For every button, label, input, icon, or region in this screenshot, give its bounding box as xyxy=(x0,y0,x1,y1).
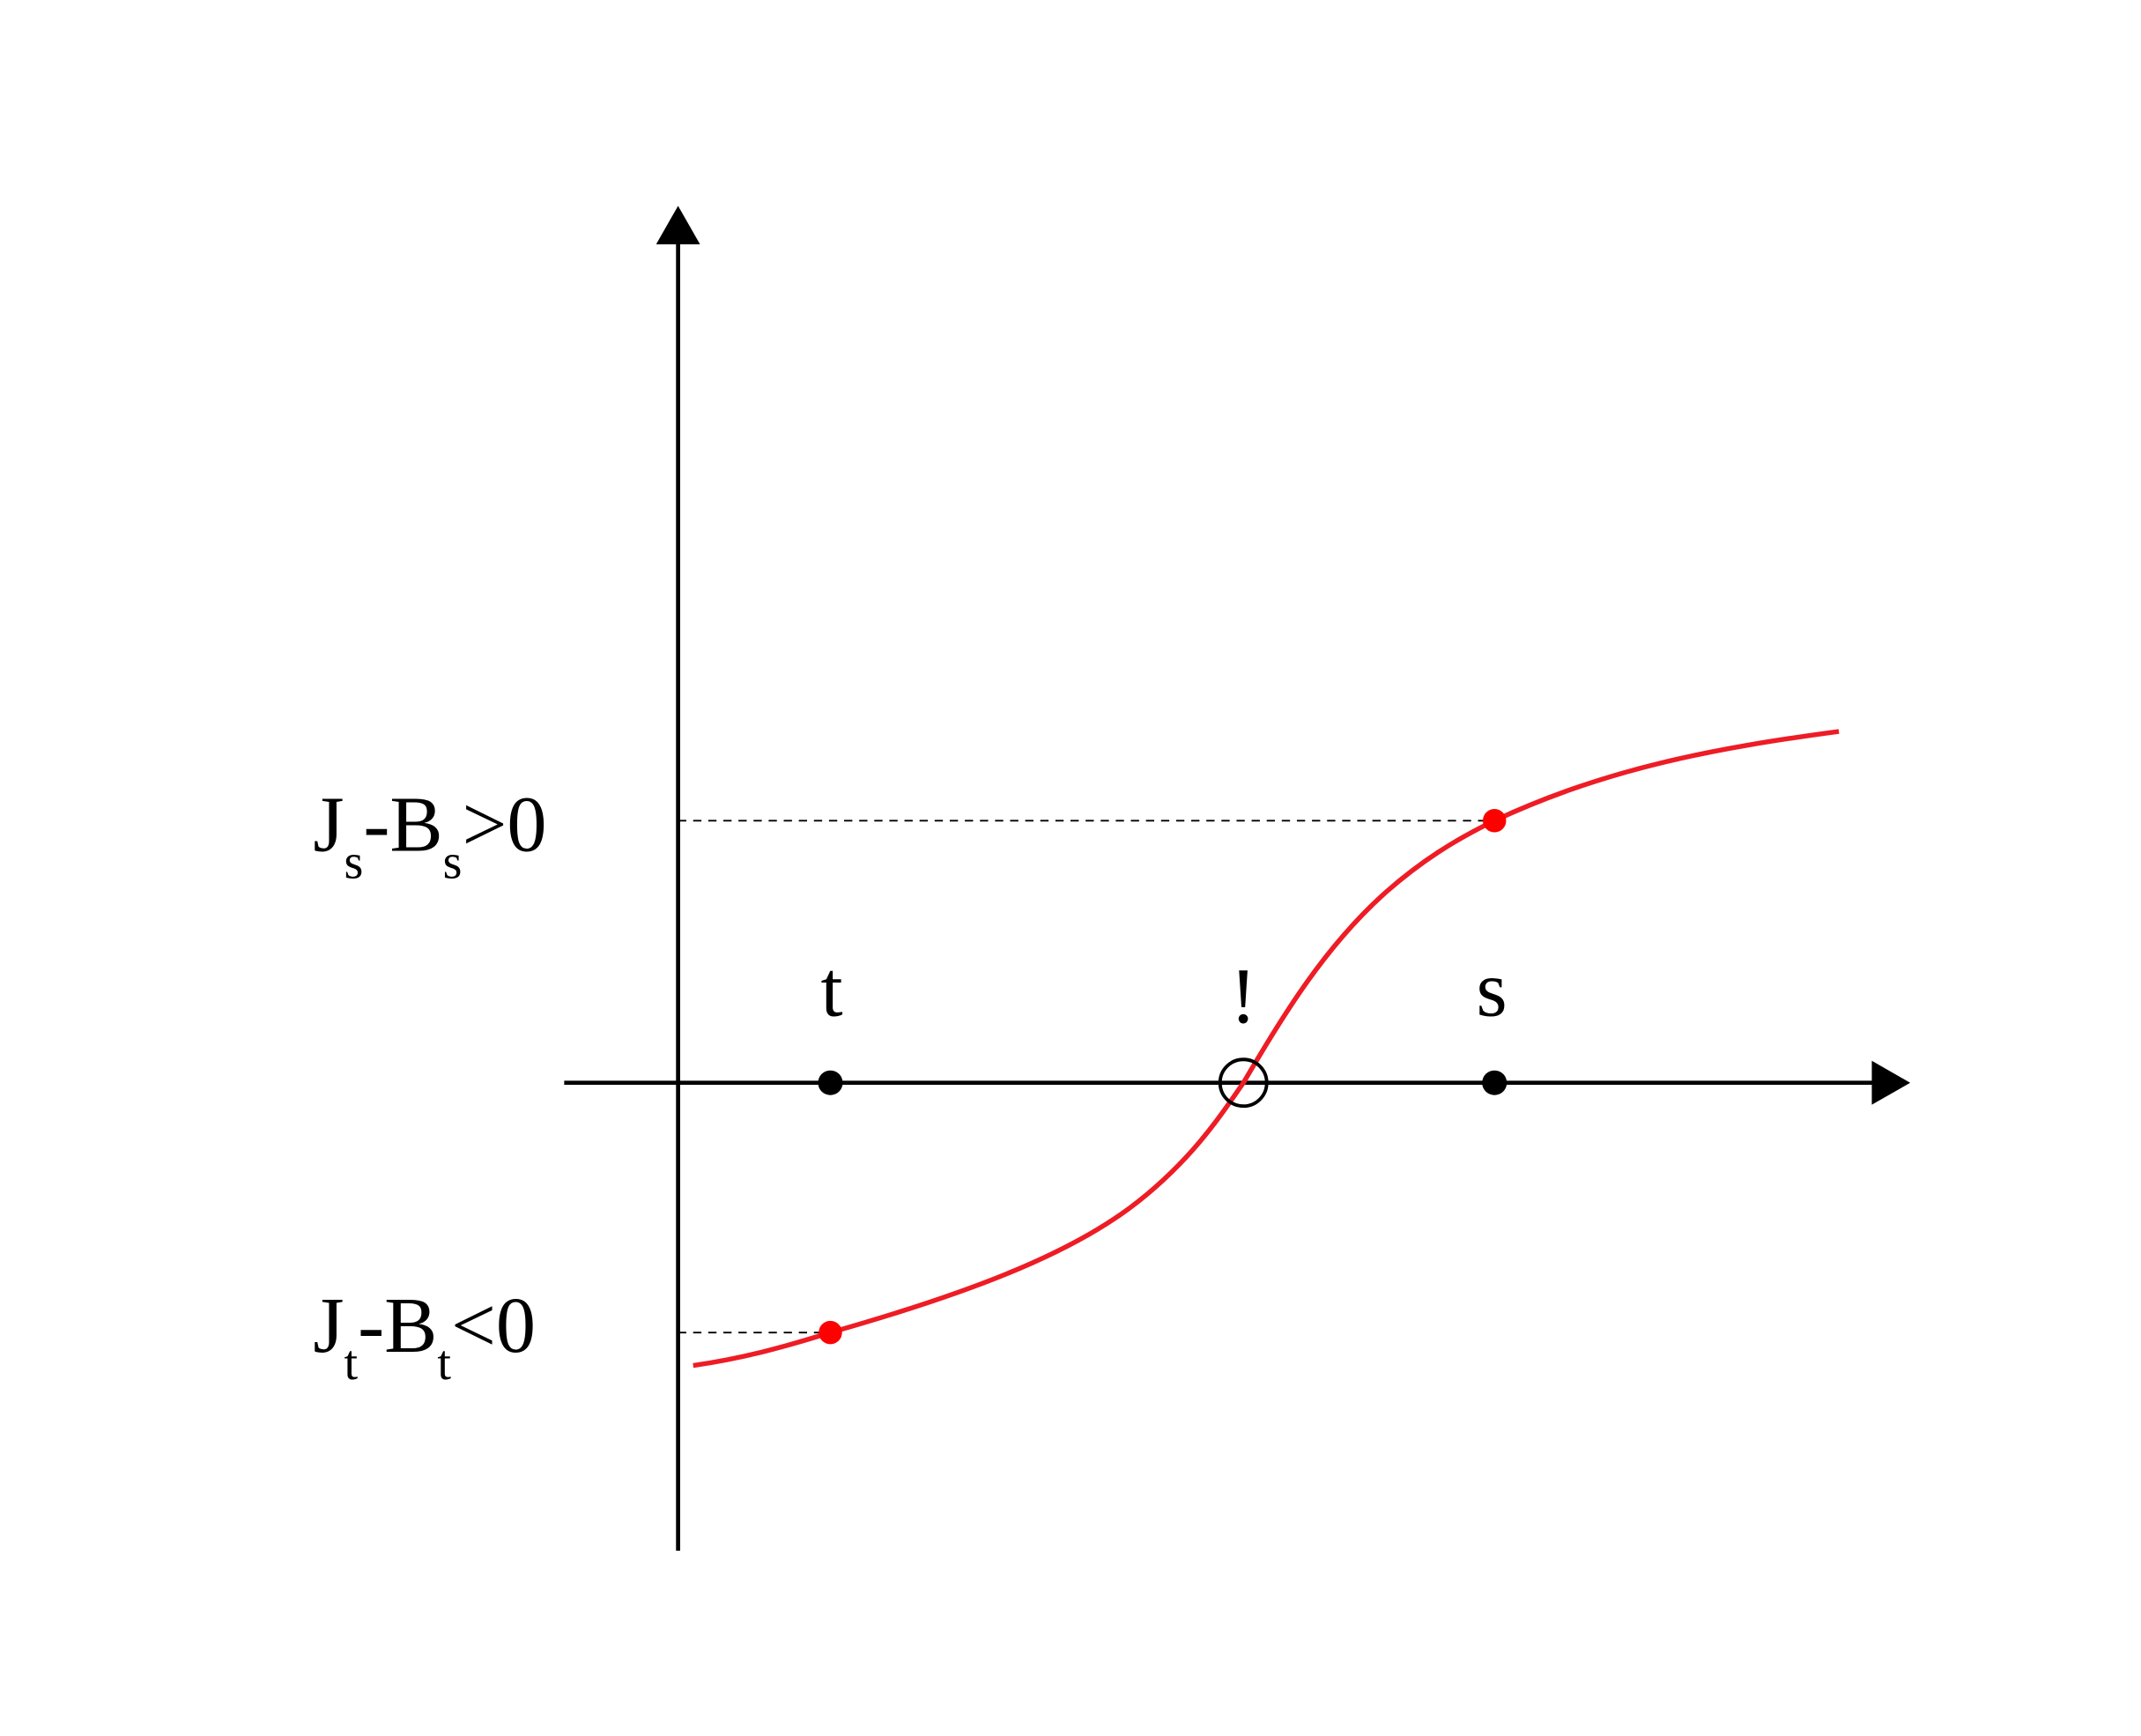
label-part: >0 xyxy=(462,781,546,869)
point xyxy=(818,1070,843,1095)
crossing-circle xyxy=(1218,1057,1269,1109)
label-part: -B xyxy=(363,781,442,869)
curve xyxy=(693,729,1840,1369)
point-label: s xyxy=(1477,945,1508,1033)
label-sub: s xyxy=(344,835,364,890)
y-label: Js-Bs>0 xyxy=(313,781,546,890)
point-label: ! xyxy=(1230,952,1256,1040)
label-sub: t xyxy=(437,1336,451,1391)
curve-point xyxy=(819,1320,842,1345)
y-axis-arrow xyxy=(656,205,700,245)
y-label: Jt-Bt<0 xyxy=(313,1281,536,1391)
label-part: -B xyxy=(358,1281,437,1369)
label-sub: t xyxy=(344,1336,359,1391)
label-part: J xyxy=(313,781,344,869)
label-part: J xyxy=(313,1281,344,1369)
point xyxy=(1482,1070,1508,1095)
label-sub: s xyxy=(443,835,463,890)
curve-point xyxy=(1482,809,1507,833)
x-axis-arrow xyxy=(1871,1060,1911,1105)
label-part: <0 xyxy=(451,1281,536,1369)
point-label: t xyxy=(820,945,842,1033)
